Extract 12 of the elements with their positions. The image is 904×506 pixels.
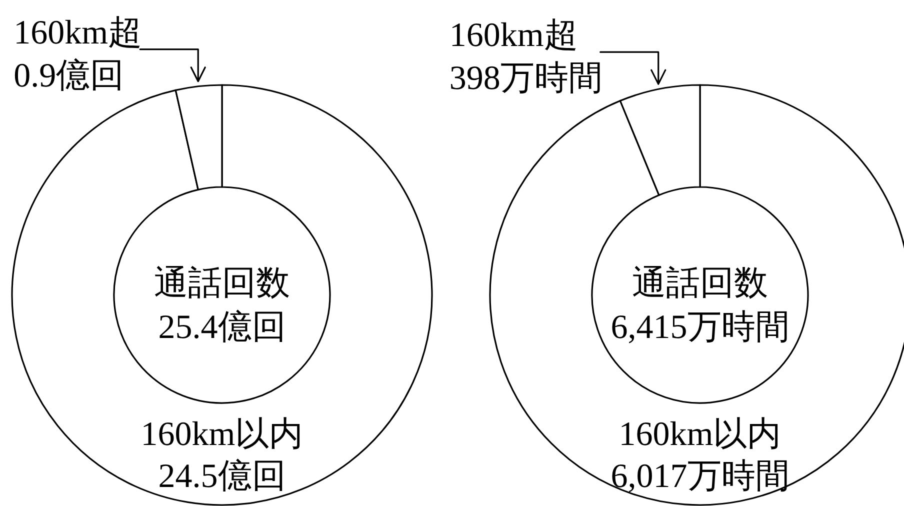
- text: 25.4億回: [158, 309, 286, 346]
- slice-label: 160km以内: [140, 416, 304, 453]
- text: 通話回数: [154, 265, 290, 302]
- data-label: 24.5億回: [158, 458, 286, 495]
- data-label: 6,017万時間: [610, 458, 790, 495]
- data-label: 398万時間: [449, 60, 602, 98]
- data-label: 0.9億回: [14, 57, 124, 94]
- slice-label: 160km超: [449, 17, 578, 54]
- text: 通話回数: [632, 265, 768, 302]
- slice-label: 160km超: [14, 14, 142, 52]
- slice-label: 160km以内: [618, 416, 782, 453]
- text: 6,415万時間: [610, 309, 790, 346]
